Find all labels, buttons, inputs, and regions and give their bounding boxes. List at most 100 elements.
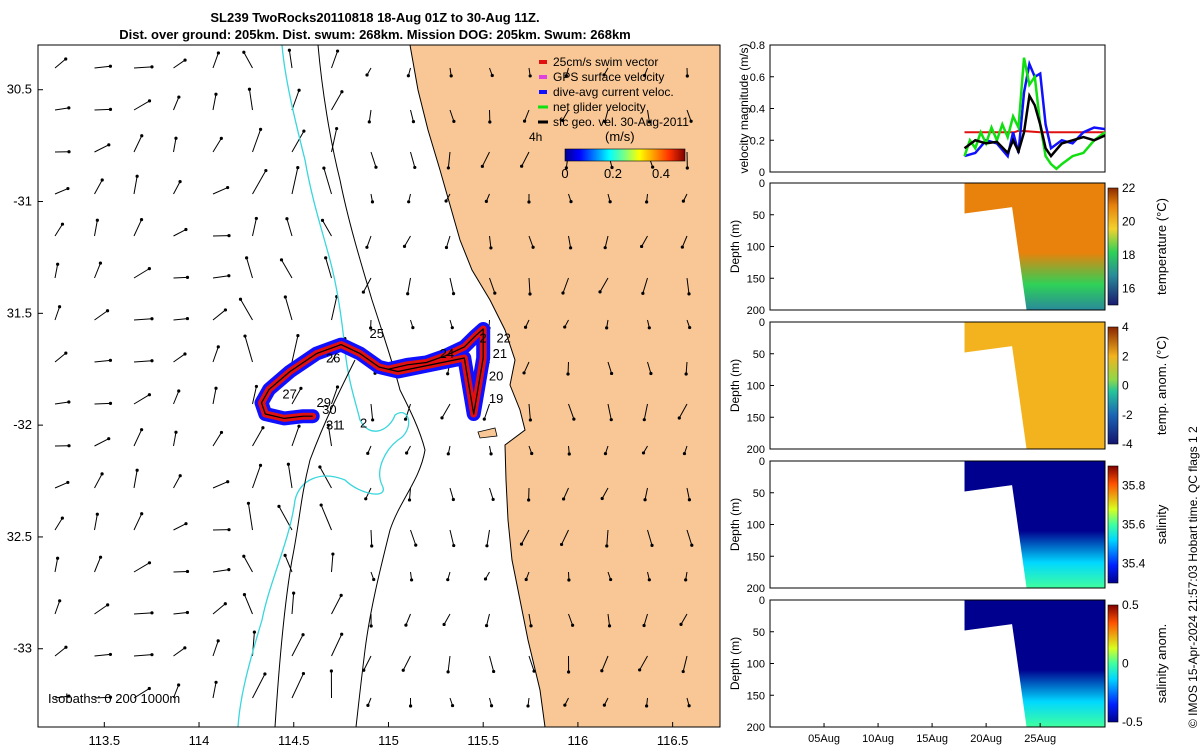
- colorbar-label: temperature (°C): [1154, 198, 1169, 295]
- depth-tick-label: 0: [759, 317, 765, 329]
- velocity-arrow: [212, 432, 222, 447]
- velocity-arrow: [133, 470, 138, 489]
- map-x-tick-label: 113.5: [89, 733, 121, 748]
- velocity-arrow-head: [602, 73, 606, 77]
- velocity-arrow: [489, 277, 496, 294]
- velocity-arrow-head: [605, 326, 609, 330]
- velocity-arrow: [322, 220, 332, 237]
- velocity-arrow: [562, 109, 569, 121]
- velocity-arrow-head: [238, 297, 243, 301]
- velocity-arrow-head: [651, 165, 655, 169]
- heatmap-panel-salinity_anomaly_panel: 0 50 100 150 200 Depth (m) 0.5 0 -0.5 salinity an…: [728, 595, 1169, 734]
- depth-tick-label: 100: [747, 242, 765, 254]
- velocity-arrow: [133, 219, 142, 237]
- depth-tick-label: 0: [759, 178, 765, 190]
- velocity-arrow: [521, 529, 530, 545]
- map-x-tick-label: 116.5: [657, 733, 689, 748]
- time-tick-label: 05Aug: [808, 733, 840, 745]
- velocity-arrow-head: [66, 186, 70, 191]
- velocity-arrow-head: [484, 624, 489, 628]
- velocity-arrow-head: [407, 498, 412, 502]
- velocity-arrow-head: [227, 234, 231, 238]
- velocity-arrow-head: [367, 120, 371, 124]
- velocity-arrow: [568, 613, 574, 626]
- velocity-arrow: [173, 181, 181, 195]
- velocity-arrow: [331, 91, 343, 111]
- velocity-arrow: [291, 388, 302, 405]
- velocity-arrow: [291, 634, 304, 657]
- velocity-arrow: [244, 335, 253, 363]
- velocity-arrow: [291, 673, 304, 699]
- velocity-arrow-head: [450, 326, 454, 330]
- velocity-arrow-head: [564, 74, 568, 78]
- velocity-arrow-head: [329, 669, 333, 673]
- colorbar-label: temp. anom. (°C): [1154, 336, 1169, 435]
- velocity-arrow: [173, 684, 180, 699]
- velocity-arrow-head: [326, 423, 330, 427]
- velocity-arrow: [331, 296, 338, 321]
- velocity-arrow: [94, 473, 103, 489]
- velocity-arrow-head: [67, 150, 71, 154]
- velocity-arrow-head: [285, 217, 289, 221]
- velocity-arrow-head: [107, 143, 111, 147]
- velocity-arrow-head: [411, 326, 415, 330]
- velocity-arrow-head: [277, 504, 281, 508]
- colorbar-tick-label: -2: [1122, 408, 1133, 422]
- velocity-arrow-head: [296, 334, 300, 338]
- velocity-arrow-head: [100, 472, 104, 476]
- colorbar-tick-label: 35.8: [1122, 479, 1146, 493]
- velocity-arrow: [54, 558, 59, 573]
- velocity-arrow-head: [530, 451, 534, 456]
- chart-title-line2: Dist. over ground: 205km. Dist. swum: 26…: [119, 27, 631, 42]
- depth-tick-label: 50: [753, 627, 765, 639]
- day-label: 21: [493, 346, 507, 361]
- velocity-arrow-head: [247, 87, 252, 91]
- velocity-arrow: [606, 529, 609, 546]
- velocity-arrow-head: [677, 416, 681, 420]
- depth-tick-label: 50: [753, 210, 765, 222]
- velocity-arrow-head: [643, 498, 647, 502]
- velocity-arrow: [682, 655, 688, 672]
- chart-title-line1: SL239 TwoRocks20110818 18-Aug 01Z to 30-…: [210, 10, 540, 25]
- velocity-arrow: [286, 218, 293, 237]
- velocity-arrow-head: [528, 292, 532, 296]
- velocity-arrow-head: [374, 165, 378, 169]
- velocity-arrow: [212, 481, 228, 489]
- velocity-arrow: [449, 529, 455, 546]
- velocity-arrow-head: [150, 65, 154, 69]
- velocity-arrow-head: [404, 623, 408, 627]
- velocity-arrow-head: [135, 174, 139, 178]
- colorbar-prefix: 4h: [529, 130, 542, 144]
- velocity-arrow-head: [183, 646, 187, 650]
- velocity-arrow-head: [680, 245, 684, 249]
- velocity-arrow: [331, 386, 338, 405]
- depth-tick-label: 100: [747, 659, 765, 671]
- velocity-arrow-head: [296, 166, 300, 170]
- velocity-arrow-head: [299, 386, 303, 390]
- velocity-y-tick-label: 0.2: [750, 135, 765, 147]
- heatmap-panel-temperature_panel: 0 50 100 150 200 Depth (m) 22 20 18 16 temperature…: [728, 178, 1169, 317]
- depth-tick-label: 200: [747, 305, 765, 317]
- map-y-tick-label: -32: [13, 417, 32, 432]
- velocity-arrow-head: [567, 452, 571, 456]
- velocity-arrow-head: [409, 578, 414, 582]
- velocity-arrow: [94, 144, 110, 153]
- velocity-arrow: [212, 682, 217, 699]
- velocity-arrow: [366, 235, 372, 248]
- velocity-arrow-head: [522, 119, 527, 123]
- velocity-arrow-head: [451, 497, 455, 502]
- velocity-arrow: [173, 390, 180, 405]
- velocity-arrow-head: [258, 127, 263, 132]
- depth-tick-label: 150: [747, 690, 765, 702]
- velocity-arrow-head: [67, 106, 71, 110]
- velocity-arrow-head: [489, 704, 494, 708]
- velocity-arrow-head: [178, 474, 182, 478]
- velocity-arrow-head: [520, 164, 524, 168]
- velocity-arrow-head: [609, 577, 613, 582]
- velocity-arrow-head: [147, 267, 151, 271]
- colorbar-tick-label: 16: [1122, 281, 1136, 295]
- velocity-arrow-head: [484, 199, 488, 203]
- velocity-series-line: [963, 92, 1106, 159]
